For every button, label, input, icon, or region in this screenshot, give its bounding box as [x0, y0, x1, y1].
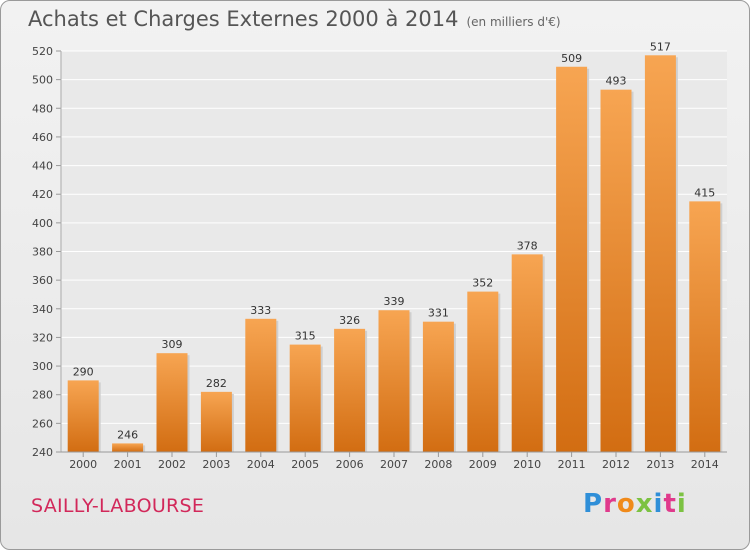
y-tick-label: 360	[32, 274, 53, 287]
bar-2014	[689, 201, 721, 452]
y-tick-label: 340	[32, 303, 53, 316]
logo-letter: i	[653, 489, 664, 519]
y-tick-label: 280	[32, 389, 53, 402]
logo-letter: x	[635, 489, 654, 519]
bar-value-label: 378	[517, 239, 538, 252]
bar-value-label: 333	[250, 304, 271, 317]
x-tick-label: 2010	[513, 458, 541, 471]
y-tick-label: 320	[32, 331, 53, 344]
x-tick-label: 2005	[291, 458, 319, 471]
bar-2005	[289, 344, 321, 452]
bar-2011	[556, 66, 588, 452]
logo-letter: t	[663, 489, 677, 519]
x-tick-label: 2011	[558, 458, 586, 471]
y-tick-label: 500	[32, 74, 53, 87]
bar-2007	[378, 310, 410, 452]
bar-value-label: 290	[73, 365, 94, 378]
x-tick-label: 2000	[69, 458, 97, 471]
logo-letter: r	[603, 489, 617, 519]
chart-subtitle: (en milliers d'€)	[466, 15, 561, 29]
bar-value-label: 509	[561, 52, 582, 65]
x-tick-label: 2003	[202, 458, 230, 471]
chart-title: Achats et Charges Externes 2000 à 2014 (e…	[28, 7, 561, 31]
x-tick-label: 2009	[469, 458, 497, 471]
bar-value-label: 326	[339, 314, 360, 327]
bar-value-label: 339	[384, 295, 405, 308]
x-tick-label: 2008	[424, 458, 452, 471]
y-tick-label: 260	[32, 417, 53, 430]
bar-value-label: 517	[650, 40, 671, 53]
y-tick-label: 240	[32, 446, 53, 459]
y-tick-label: 460	[32, 131, 53, 144]
x-tick-label: 2012	[602, 458, 630, 471]
y-tick-label: 420	[32, 188, 53, 201]
x-tick-label: 2002	[158, 458, 186, 471]
x-tick-label: 2006	[336, 458, 364, 471]
bar-value-label: 282	[206, 377, 227, 390]
bar-2001	[112, 443, 144, 452]
bar-value-label: 246	[117, 428, 138, 441]
y-tick-label: 480	[32, 102, 53, 115]
bar-2006	[334, 328, 366, 452]
y-axis: 240 260 280 300 320 340 360 380 400 420 440 460 480 5…	[32, 45, 62, 459]
bar-2000	[67, 380, 99, 452]
bar-2013	[644, 55, 676, 453]
y-tick-label: 300	[32, 360, 53, 373]
y-tick-label: 520	[32, 45, 53, 58]
y-tick-label: 440	[32, 160, 53, 173]
bar-value-label: 415	[694, 186, 715, 199]
city-name: SAILLY-LABOURSE	[31, 495, 205, 517]
bar-value-label: 309	[162, 338, 183, 351]
logo-letter: P	[583, 489, 604, 519]
x-tick-label: 2007	[380, 458, 408, 471]
x-tick-label: 2001	[114, 458, 142, 471]
bar-2012	[600, 89, 632, 453]
bar-2003	[200, 391, 232, 452]
chart-title-text: Achats et Charges Externes 2000 à 2014	[28, 7, 459, 31]
x-tick-label: 2004	[247, 458, 275, 471]
bar-2008	[422, 321, 454, 452]
bar-value-label: 352	[472, 277, 493, 290]
bar-value-label: 331	[428, 307, 449, 320]
y-tick-label: 380	[32, 246, 53, 259]
x-tick-label: 2014	[691, 458, 719, 471]
x-axis: 2000 2001 2002 2003 2004 2005 2006 2007 2008 2009…	[61, 451, 727, 471]
logo-letter: o	[616, 489, 636, 519]
y-tick-label: 400	[32, 217, 53, 230]
bar-value-label: 315	[295, 330, 316, 343]
bar-2010	[511, 254, 543, 452]
bar-2009	[467, 291, 499, 452]
logo-letter: i	[676, 489, 687, 519]
proxiti-logo: Proxiti	[583, 489, 687, 519]
bar-2002	[156, 353, 188, 452]
bars: 290 246 309 282 333 315 326 339 331 352 378 509 493 5…	[67, 40, 723, 453]
x-tick-label: 2013	[646, 458, 674, 471]
bar-value-label: 493	[606, 75, 627, 88]
bar-2004	[245, 318, 277, 452]
